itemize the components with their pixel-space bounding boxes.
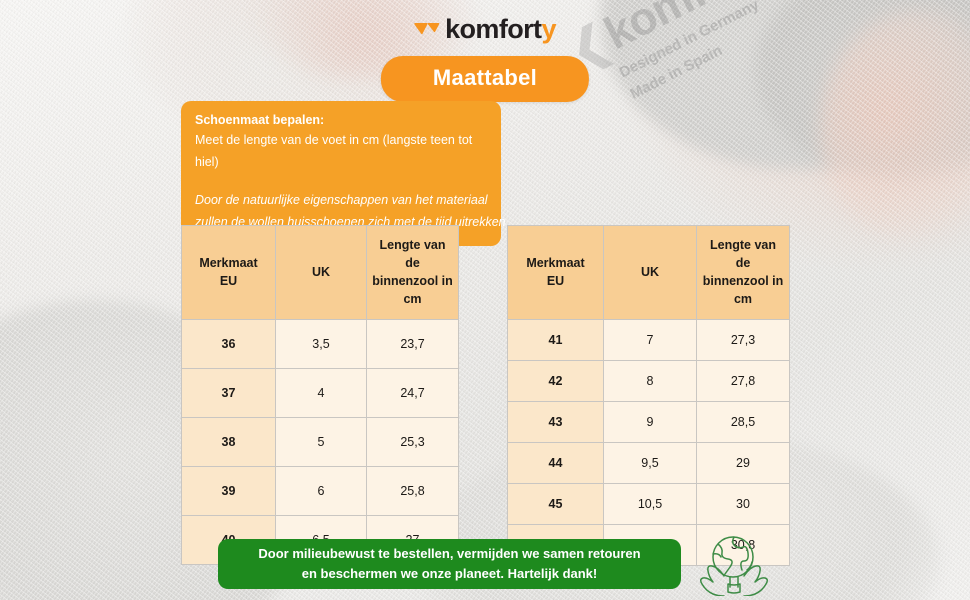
column-header-eu: Merkmaat EU (507, 225, 604, 320)
cell-length: 27,3 (696, 318, 790, 361)
brand-logo-text: komforty (445, 16, 556, 43)
table-row: 38 5 25,3 (181, 416, 459, 467)
cell-uk: 9,5 (603, 441, 697, 484)
cell-length: 25,8 (366, 465, 459, 516)
size-table-right: Merkmaat EU UK Lengte van de binnenzool … (507, 225, 790, 566)
column-header-length: Lengte van de binnenzool in cm (366, 225, 459, 320)
cell-uk: 7 (603, 318, 697, 361)
column-header-eu-line2: EU (546, 274, 565, 289)
cell-length: 30 (696, 482, 790, 525)
column-header-eu-line2: EU (219, 274, 238, 289)
cell-uk: 5 (275, 416, 367, 467)
cell-eu: 36 (181, 318, 276, 369)
table-header-row: Merkmaat EU UK Lengte van de binnenzool … (181, 225, 459, 320)
column-header-eu: Merkmaat EU (181, 225, 276, 320)
cell-eu: 42 (507, 359, 604, 402)
cell-length: 29 (696, 441, 790, 484)
cell-length: 27,8 (696, 359, 790, 402)
column-header-length-line2: binnenzool in cm (702, 274, 784, 307)
cell-eu: 43 (507, 400, 604, 443)
column-header-eu-line1: Merkmaat (526, 256, 585, 271)
instructions-body: Meet de lengte van de voet in cm (langst… (195, 133, 473, 170)
cell-uk: 6 (275, 465, 367, 516)
eco-banner: Door milieubewust te bestellen, vermijde… (218, 539, 681, 589)
instructions-note-line-1: Door de natuurlijke eigenschappen van he… (195, 193, 488, 208)
column-header-uk: UK (603, 225, 697, 320)
cell-uk: 4 (275, 367, 367, 418)
column-header-length-line1: Lengte van de (710, 238, 776, 271)
cell-uk: 3,5 (275, 318, 367, 369)
eco-banner-line-2: en beschermen we onze planeet. Hartelijk… (301, 566, 598, 581)
size-table-left: Merkmaat EU UK Lengte van de binnenzool … (181, 225, 459, 565)
cell-eu: 45 (507, 482, 604, 525)
cell-length: 30,8 (696, 523, 790, 566)
column-header-length-line1: Lengte van de (379, 238, 446, 271)
instructions-heading: Schoenmaat bepalen: (195, 113, 325, 127)
hand-top-right (820, 10, 970, 240)
column-header-length: Lengte van de binnenzool in cm (696, 225, 790, 320)
cell-uk: 8 (603, 359, 697, 402)
brand-logo-name: komforty (445, 14, 556, 44)
cell-length: 25,3 (366, 416, 459, 467)
table-row: 41 7 27,3 (507, 318, 790, 361)
table-row: 39 6 25,8 (181, 465, 459, 516)
column-header-uk: UK (275, 225, 367, 320)
cell-eu: 44 (507, 441, 604, 484)
cell-length: 24,7 (366, 367, 459, 418)
column-header-length-line2: binnenzool in cm (372, 274, 453, 307)
column-header-eu-line1: Merkmaat (199, 256, 258, 271)
cell-eu: 38 (181, 416, 276, 467)
cell-length: 23,7 (366, 318, 459, 369)
cell-uk: 10,5 (603, 482, 697, 525)
cell-eu: 37 (181, 367, 276, 418)
table-row: 43 9 28,5 (507, 400, 790, 443)
table-row: 37 4 24,7 (181, 367, 459, 418)
cell-uk: 9 (603, 400, 697, 443)
globe-in-hands-icon (699, 536, 769, 596)
wing-mark-icon (414, 22, 440, 34)
eco-banner-line-1: Door milieubewust te bestellen, vermijde… (258, 545, 641, 561)
table-row: 45 10,5 30 (507, 482, 790, 525)
table-row: 36 3,5 23,7 (181, 318, 459, 369)
cell-length: 28,5 (696, 400, 790, 443)
table-header-row: Merkmaat EU UK Lengte van de binnenzool … (507, 225, 790, 320)
table-row: 42 8 27,8 (507, 359, 790, 402)
cell-eu: 41 (507, 318, 604, 361)
brand-logo: komforty (0, 16, 970, 43)
table-row: 44 9,5 29 (507, 441, 790, 484)
cell-eu: 39 (181, 465, 276, 516)
page-title: Maattabel (380, 56, 590, 102)
size-table-right-body: 41727,342827,843928,5449,5294510,5304611… (507, 318, 790, 566)
eco-banner-text: Door milieubewust te bestellen, vermijde… (258, 544, 640, 584)
